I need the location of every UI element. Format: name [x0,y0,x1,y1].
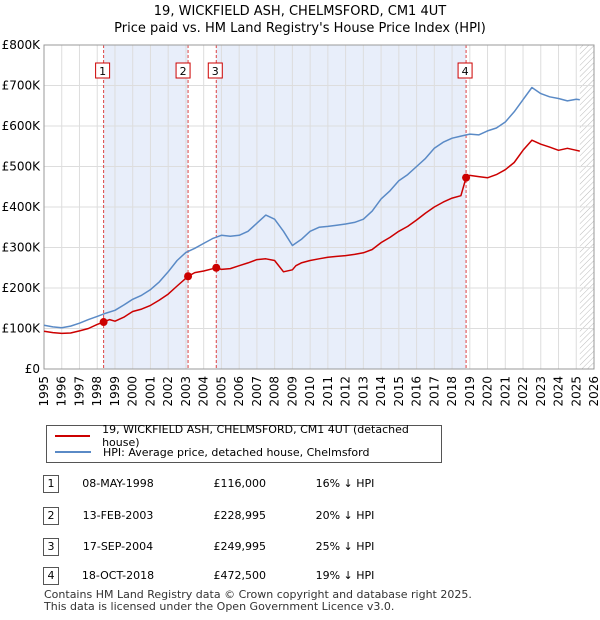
price-chart: 1 2 3 4 £0 £100K £200K £300K £400K £500K £600K £700… [2,38,600,407]
sale-label-number: 3 [212,65,219,78]
x-tick-label: 2002 [161,376,175,407]
legend-label-house: 19, WICKFIELD ASH, CHELMSFORD, CM1 4UT (… [102,423,409,449]
transaction-row: 2 13-FEB-2003 £228,995 20% ↓ HPI [0,507,600,527]
x-tick-label: 2000 [126,376,140,407]
sale-label-number: 4 [462,65,469,78]
x-tick-label: 2026 [587,376,600,407]
legend-item-house: 19, WICKFIELD ASH, CHELMSFORD, CM1 4UT (… [47,423,441,449]
x-tick-label: 2007 [250,376,264,407]
transaction-number: 1 [43,475,59,493]
x-tick-label: 2024 [552,376,566,407]
transaction-date: 13-FEB-2003 [82,509,154,522]
x-tick-label: 2025 [569,376,583,407]
x-tick-label: 1995 [37,376,51,407]
transaction-date: 18-OCT-2018 [81,569,155,582]
legend-item-hpi: HPI: Average price, detached house, Chel… [47,444,369,460]
transaction-price: £228,995 [213,509,267,522]
transaction-price: £472,500 [213,569,267,582]
x-tick-label: 2003 [179,376,193,407]
x-tick-label: 2010 [303,376,317,407]
sale-point [99,318,108,327]
footer-copyright: Contains HM Land Registry data © Crown c… [44,588,472,601]
x-tick-label: 2006 [232,376,246,407]
series-line-hpi [43,86,580,329]
y-tick-label: £700K [2,79,42,93]
x-tick-label: 2011 [321,376,335,407]
sale-label-number: 1 [99,65,106,78]
y-tick-label: £100K [2,322,42,336]
transaction-price: £116,000 [213,477,267,490]
sale-label-box: 4 [457,62,473,79]
legend-swatch-house [55,435,91,437]
x-tick-label: 1996 [55,376,69,407]
x-tick-label: 2014 [374,376,388,407]
sale-label-frame [457,62,473,79]
y-tick-label: £0 [25,362,40,376]
plot-frame [43,44,595,370]
x-tick-label: 2022 [516,376,530,407]
x-tick-label: 2012 [339,376,353,407]
transaction-hpi: 20% ↓ HPI [315,509,375,522]
y-tick-label: £300K [2,241,42,255]
y-tick-label: £800K [2,38,42,52]
x-tick-label: 2013 [356,376,370,407]
transaction-price: £249,995 [213,540,267,553]
sale-point [184,272,193,281]
sale-label-box: 2 [175,62,191,79]
y-tick-label: £600K [2,119,42,133]
footer-licence: This data is licensed under the Open Gov… [44,600,395,613]
x-tick-label: 2017 [427,376,441,407]
transaction-number: 3 [43,538,59,556]
chart-title: 19, WICKFIELD ASH, CHELMSFORD, CM1 4UT [153,4,447,19]
x-tick-label: 2021 [498,376,512,407]
x-tick-label: 2001 [143,376,157,407]
transaction-date: 17-SEP-2004 [82,540,154,553]
x-tick-label: 2009 [285,376,299,407]
sale-label-frame [207,62,223,79]
transaction-row: 3 17-SEP-2004 £249,995 25% ↓ HPI [0,538,600,558]
y-tick-label: £200K [2,281,42,295]
transaction-number: 2 [43,507,59,525]
y-tick-label: £500K [2,160,42,174]
sale-label-frame [175,62,191,79]
x-tick-label: 1998 [90,376,104,407]
x-tick-label: 2004 [197,376,211,407]
sale-point [462,173,471,182]
transaction-hpi: 25% ↓ HPI [315,540,375,553]
chart-subtitle: Price paid vs. HM Land Registry's House … [114,21,486,36]
legend: 19, WICKFIELD ASH, CHELMSFORD, CM1 4UT (… [46,423,442,463]
x-tick-label: 2018 [445,376,459,407]
sale-point [212,263,221,272]
x-tick-label: 2023 [534,376,548,407]
sale-label-box: 3 [207,62,223,79]
x-tick-label: 2019 [463,376,477,407]
sale-label-box: 1 [95,62,111,79]
x-tick-label: 2008 [268,376,282,407]
legend-swatch-hpi [55,451,91,453]
x-tick-label: 2020 [481,376,495,407]
footer: Contains HM Land Registry data © Crown c… [44,589,472,613]
transaction-number: 4 [43,567,59,585]
series-line-house [43,139,580,335]
x-tick-label: 2005 [214,376,228,407]
sale-label-number: 2 [180,65,187,78]
x-tick-label: 1999 [108,376,122,407]
transaction-date: 08-MAY-1998 [82,477,154,490]
x-tick-label: 2015 [392,376,406,407]
transaction-hpi: 19% ↓ HPI [315,569,375,582]
transaction-hpi: 16% ↓ HPI [315,477,375,490]
x-tick-label: 1997 [72,376,86,407]
transaction-row: 4 18-OCT-2018 £472,500 19% ↓ HPI [0,567,600,587]
y-tick-label: £400K [2,200,42,214]
transaction-row: 1 08-MAY-1998 £116,000 16% ↓ HPI [0,475,600,495]
sale-label-frame [95,62,111,79]
legend-label-hpi: HPI: Average price, detached house, Chel… [103,445,370,459]
x-tick-label: 2016 [410,376,424,407]
